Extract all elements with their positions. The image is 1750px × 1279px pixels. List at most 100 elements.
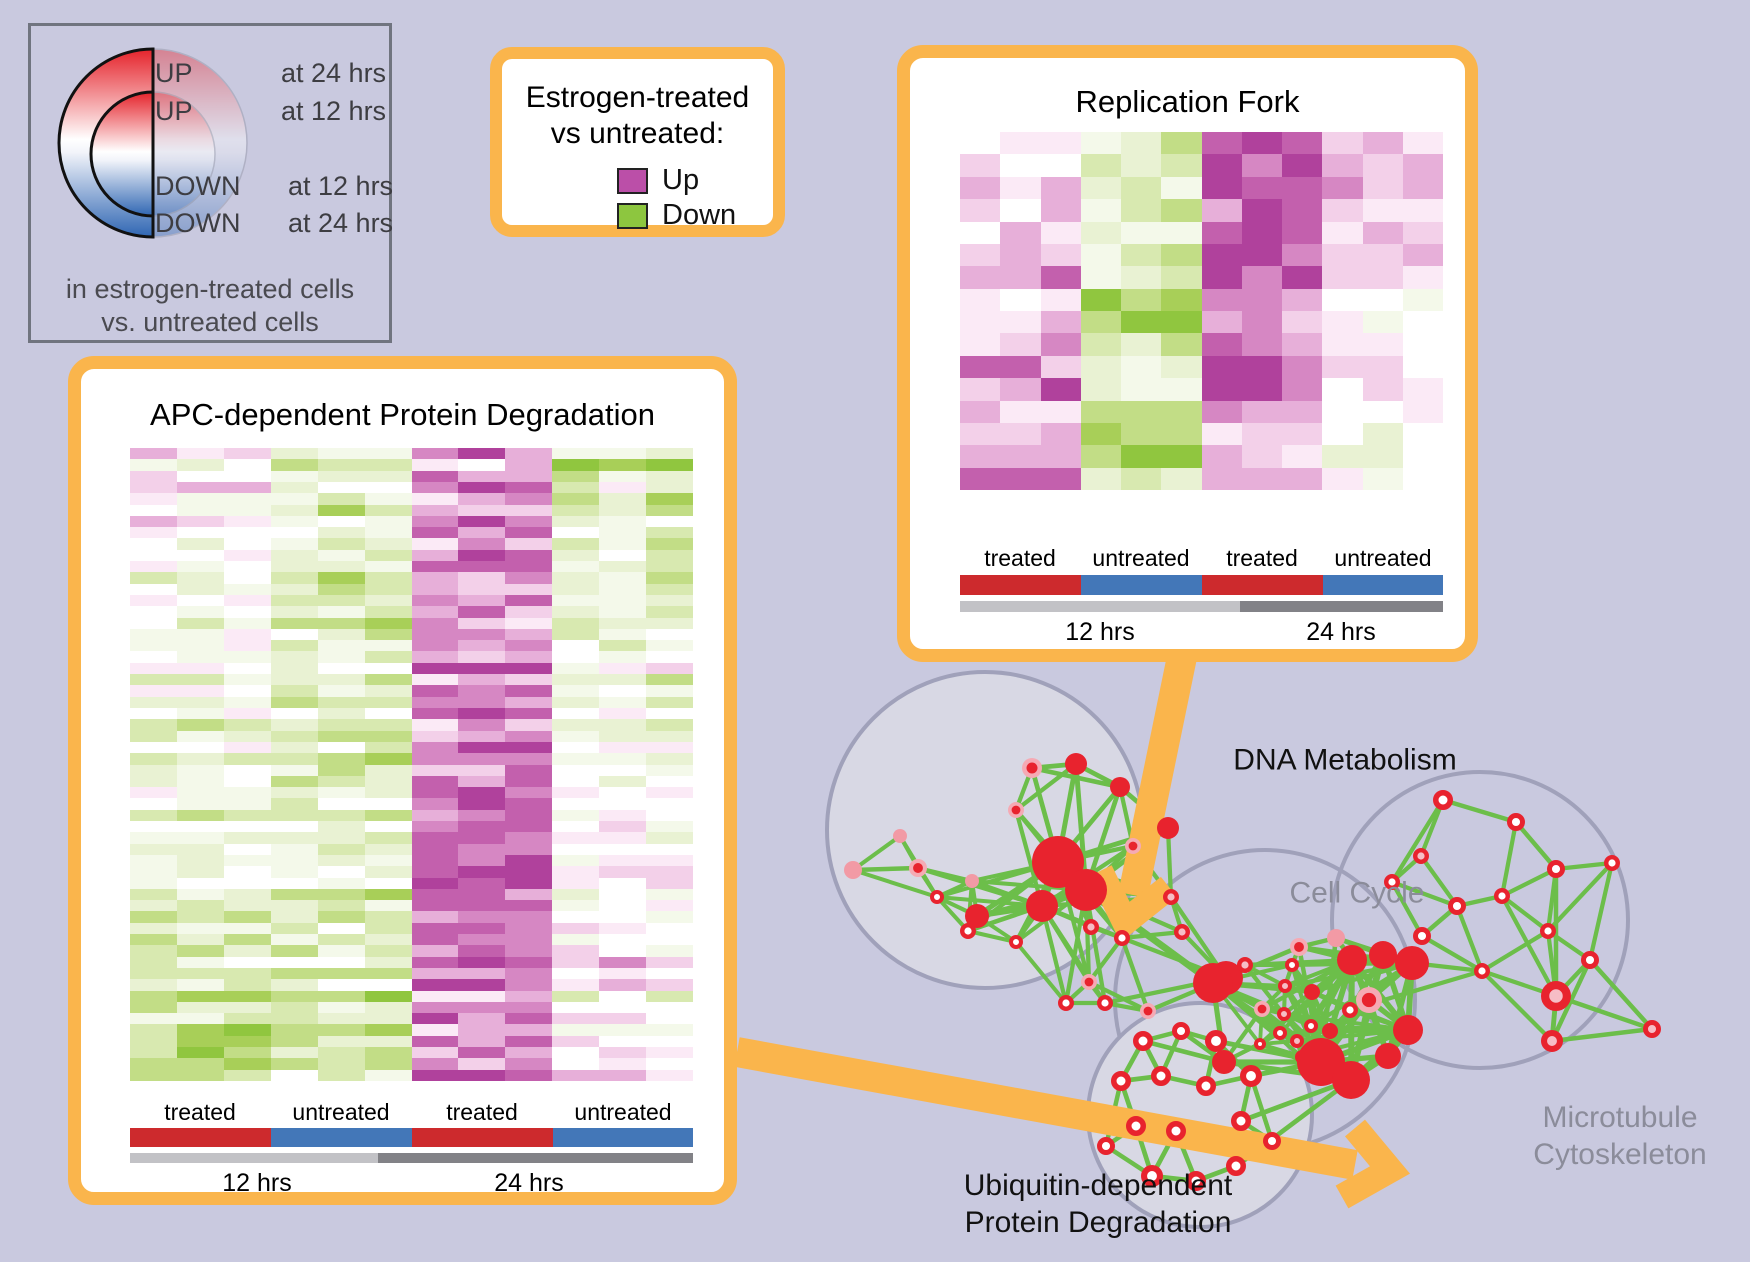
- apc-untreated-bar-12: [271, 1128, 412, 1147]
- heatmap-cell: [599, 945, 647, 957]
- heatmap-cell: [505, 470, 553, 482]
- network-node: [1011, 805, 1021, 815]
- heatmap-cell: [223, 764, 271, 776]
- network-edge: [917, 865, 1043, 909]
- apc-heatmap: [130, 448, 693, 1081]
- heatmap-cell: [1080, 221, 1121, 244]
- heatmap-cell: [1241, 288, 1282, 311]
- heatmap-cell: [411, 775, 459, 788]
- heatmap-cell: [1241, 333, 1282, 356]
- heatmap-cell: [1282, 333, 1323, 356]
- heatmap-cell: [317, 1024, 365, 1036]
- apc-24hrs-label: 24 hrs: [494, 1169, 564, 1197]
- heatmap-cell: [223, 470, 271, 482]
- heatmap-cell: [364, 741, 412, 754]
- network-node: [1277, 1007, 1291, 1021]
- heatmap-cell: [1362, 355, 1403, 379]
- heatmap-cell: [317, 843, 365, 855]
- heatmap-cell: [599, 888, 647, 901]
- heatmap-cell: [1121, 243, 1162, 267]
- heatmap-cell: [176, 470, 224, 482]
- heatmap-cell: [130, 640, 177, 652]
- network-edge: [1039, 905, 1069, 1004]
- heatmap-cell: [411, 515, 459, 528]
- heatmap-cell: [270, 945, 318, 957]
- heatmap-cell: [411, 945, 459, 957]
- heatmap-cell: [458, 1058, 506, 1070]
- apc-treated-bar-24: [412, 1128, 553, 1147]
- heatmap-cell: [130, 990, 177, 1002]
- network-edge: [1551, 1026, 1653, 1044]
- heatmap-cell: [1040, 176, 1081, 200]
- heatmap-cell: [317, 707, 365, 720]
- heatmap-cell: [411, 911, 459, 923]
- heatmap-cell: [505, 696, 553, 708]
- network-node: [1111, 1071, 1131, 1091]
- heatmap-cell: [223, 617, 271, 629]
- heatmap-cell: [176, 1058, 224, 1070]
- network-node: [1096, 995, 1113, 1012]
- heatmap-cell: [364, 990, 412, 1002]
- heatmap-cell: [1121, 199, 1162, 222]
- heatmap-cell: [364, 775, 412, 788]
- heatmap-cell: [458, 538, 506, 550]
- heatmap-cell: [505, 448, 553, 460]
- heatmap-cell: [458, 527, 506, 539]
- heatmap-cell: [552, 674, 600, 686]
- network-node: [1541, 1030, 1564, 1053]
- heatmap-cell: [270, 685, 318, 697]
- heatmap-cell: [1000, 132, 1041, 155]
- network-node: [1212, 1050, 1236, 1074]
- heatmap-cell: [223, 866, 271, 878]
- heatmap-cell: [1080, 199, 1121, 222]
- heatmap-cell: [505, 674, 553, 686]
- legend-time-down-24: at 24 hrs: [288, 208, 394, 238]
- network-node: [844, 861, 862, 879]
- heatmap-cell: [646, 515, 693, 528]
- heatmap-cell: [599, 606, 647, 618]
- heatmap-cell: [223, 843, 271, 855]
- heatmap-cell: [552, 911, 600, 923]
- apc-group-label-4: untreated: [574, 1099, 672, 1125]
- heatmap-cell: [270, 583, 318, 595]
- heatmap-cell: [599, 990, 647, 1002]
- heatmap-cell: [270, 877, 318, 889]
- heatmap-cell: [646, 809, 693, 822]
- heatmap-cell: [411, 459, 459, 471]
- heatmap-cell: [270, 1035, 318, 1048]
- heatmap-cell: [223, 583, 271, 595]
- heatmap-cell: [130, 651, 177, 663]
- heatmap-cell: [599, 640, 647, 652]
- heatmap-cell: [364, 911, 412, 923]
- heatmap-cell: [1201, 355, 1242, 379]
- heatmap-cell: [1362, 132, 1403, 155]
- heatmap-cell: [130, 775, 177, 788]
- heatmap-cell: [317, 866, 365, 878]
- heatmap-cell: [1201, 266, 1242, 289]
- heatmap-cell: [505, 854, 553, 867]
- heatmap-cell: [646, 1013, 693, 1025]
- heatmap-cell: [176, 1024, 224, 1036]
- heatmap-cell: [458, 481, 506, 494]
- heatmap-cell: [270, 640, 318, 652]
- heatmap-cell: [1080, 243, 1121, 267]
- heatmap-cell: [130, 979, 177, 991]
- heatmap-cell: [364, 459, 412, 471]
- network-node: [1026, 762, 1038, 774]
- heatmap-cell: [458, 572, 506, 584]
- heatmap-cell: [505, 967, 553, 980]
- heatmap-cell: [599, 741, 647, 754]
- heatmap-cell: [1402, 199, 1443, 222]
- heatmap-cell: [646, 775, 693, 788]
- heatmap-cell: [646, 549, 693, 562]
- heatmap-cell: [1322, 422, 1363, 446]
- heatmap-cell: [552, 583, 600, 595]
- heatmap-cell: [223, 979, 271, 991]
- heatmap-cell: [1241, 243, 1282, 267]
- heatmap-cell: [317, 685, 365, 697]
- heatmap-cell: [1322, 378, 1363, 401]
- network-node: [1128, 841, 1138, 851]
- heatmap-cell: [176, 459, 224, 471]
- heatmap-cell: [364, 922, 412, 935]
- heatmap-cell: [458, 967, 506, 980]
